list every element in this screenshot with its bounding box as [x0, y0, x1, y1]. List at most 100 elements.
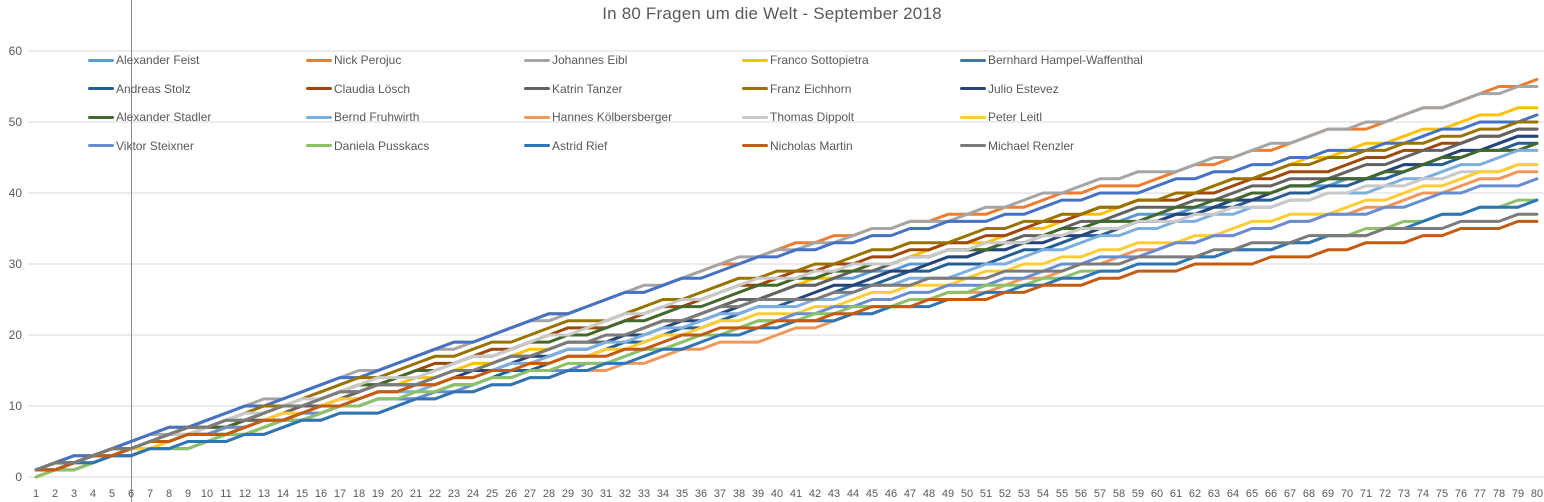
x-tick-label: 26: [505, 488, 517, 500]
legend-item-claudia-l-sch[interactable]: Claudia Lösch: [306, 75, 524, 104]
x-tick-label: 44: [847, 488, 859, 500]
x-tick-label: 64: [1227, 488, 1239, 500]
legend-item-franco-sottopietra[interactable]: Franco Sottopietra: [742, 46, 960, 75]
x-tick-label: 2: [52, 488, 58, 500]
legend-item-daniela-pusskacs[interactable]: Daniela Pusskacs: [306, 132, 524, 161]
x-tick-label: 8: [166, 488, 172, 500]
legend-swatch: [960, 87, 986, 91]
legend-swatch: [742, 58, 768, 62]
x-tick-label: 46: [885, 488, 897, 500]
legend-swatch: [960, 115, 986, 119]
y-tick-label: 40: [9, 186, 23, 200]
legend-swatch: [960, 58, 986, 62]
x-tick-label: 76: [1455, 488, 1467, 500]
x-tick-label: 77: [1474, 488, 1486, 500]
legend-item-alexander-stadler[interactable]: Alexander Stadler: [88, 103, 306, 132]
x-tick-label: 80: [1531, 488, 1543, 500]
x-tick-label: 7: [147, 488, 153, 500]
legend-item-franz-eichhorn[interactable]: Franz Eichhorn: [742, 75, 960, 104]
x-tick-label: 36: [695, 488, 707, 500]
x-tick-label: 9: [185, 488, 191, 500]
legend-swatch: [960, 144, 986, 148]
legend-swatch: [306, 87, 332, 91]
x-tick-label: 57: [1094, 488, 1106, 500]
legend-label: Viktor Steixner: [116, 138, 194, 153]
legend-label: Hannes Kölbersberger: [552, 110, 673, 125]
x-tick-label: 1: [33, 488, 39, 500]
legend-swatch: [306, 115, 332, 119]
legend-swatch: [306, 144, 332, 148]
x-tick-label: 11: [220, 488, 231, 500]
y-tick-label: 30: [9, 257, 23, 271]
legend-item-viktor-steixner[interactable]: Viktor Steixner: [88, 132, 306, 161]
x-tick-label: 51: [980, 488, 992, 500]
chart-title: In 80 Fragen um die Welt - September 201…: [602, 4, 942, 23]
legend-label: Claudia Lösch: [334, 81, 411, 96]
series-line-bernhard-hampel-waffenthal[interactable]: [34, 113, 1539, 472]
legend-label: Astrid Rief: [552, 138, 608, 153]
x-tick-label: 10: [201, 488, 213, 500]
legend-label: Daniela Pusskacs: [334, 138, 430, 153]
x-tick-label: 20: [391, 488, 403, 500]
x-tick-label: 25: [486, 488, 498, 500]
x-tick-label: 16: [315, 488, 327, 500]
x-tick-label: 48: [923, 488, 935, 500]
legend-swatch: [524, 144, 550, 148]
x-tick-label: 78: [1493, 488, 1505, 500]
legend-item-johannes-eibl[interactable]: Johannes Eibl: [524, 46, 742, 75]
legend-item-peter-leitl[interactable]: Peter Leitl: [960, 103, 1178, 132]
legend-label: Andreas Stolz: [116, 81, 191, 96]
legend-item-andreas-stolz[interactable]: Andreas Stolz: [88, 75, 306, 104]
x-tick-label: 66: [1265, 488, 1277, 500]
legend-swatch: [742, 115, 768, 119]
x-tick-label: 71: [1360, 488, 1372, 500]
x-tick-label: 50: [961, 488, 973, 500]
legend-label: Franco Sottopietra: [770, 53, 869, 68]
x-tick-label: 35: [676, 488, 688, 500]
legend-swatch: [742, 87, 768, 91]
x-tick-label: 79: [1512, 488, 1524, 500]
legend-item-nicholas-martin[interactable]: Nicholas Martin: [742, 132, 960, 161]
legend-label: Julio Estevez: [988, 81, 1059, 96]
y-tick-label: 10: [9, 399, 23, 413]
y-tick-label: 0: [15, 470, 22, 484]
x-tick-label: 17: [334, 488, 346, 500]
x-tick-label: 15: [296, 488, 308, 500]
x-tick-label: 21: [410, 488, 422, 500]
legend-swatch: [524, 58, 550, 62]
x-tick-label: 37: [714, 488, 726, 500]
series-line-nicholas-martin[interactable]: [34, 219, 1539, 472]
legend-item-bernd-fruhwirth[interactable]: Bernd Fruhwirth: [306, 103, 524, 132]
legend-label: Franz Eichhorn: [770, 81, 852, 96]
x-tick-label: 23: [448, 488, 460, 500]
legend-label: Thomas Dippolt: [770, 110, 855, 125]
legend-item-michael-renzler[interactable]: Michael Renzler: [960, 132, 1178, 161]
legend-swatch: [524, 87, 550, 91]
legend-item-astrid-rief[interactable]: Astrid Rief: [524, 132, 742, 161]
series-line-peter-leitl[interactable]: [34, 163, 1539, 479]
x-tick-label: 53: [1018, 488, 1030, 500]
x-tick-label: 75: [1436, 488, 1448, 500]
y-tick-label: 50: [9, 115, 23, 129]
legend-item-bernhard-hampel-waffenthal[interactable]: Bernhard Hampel-Waffenthal: [960, 46, 1178, 75]
x-tick-label: 43: [828, 488, 840, 500]
legend-item-thomas-dippolt[interactable]: Thomas Dippolt: [742, 103, 960, 132]
legend-item-hannes-k-lbersberger[interactable]: Hannes Kölbersberger: [524, 103, 742, 132]
x-tick-label: 55: [1056, 488, 1068, 500]
legend-item-alexander-feist[interactable]: Alexander Feist: [88, 46, 306, 75]
series-line-michael-renzler[interactable]: [34, 212, 1539, 472]
x-tick-label: 45: [866, 488, 878, 500]
legend-label: Peter Leitl: [988, 110, 1043, 125]
x-tick-label: 49: [942, 488, 954, 500]
legend-swatch: [88, 144, 114, 148]
legend-item-katrin-tanzer[interactable]: Katrin Tanzer: [524, 75, 742, 104]
legend: Alexander Feist Nick Perojuc Johannes Eibl…: [88, 46, 1178, 160]
x-tick-label: 4: [90, 488, 96, 500]
legend-item-nick-perojuc[interactable]: Nick Perojuc: [306, 46, 524, 75]
x-tick-label: 47: [904, 488, 916, 500]
x-tick-label: 28: [543, 488, 555, 500]
x-tick-label: 27: [524, 488, 536, 500]
legend-item-julio-estevez[interactable]: Julio Estevez: [960, 75, 1178, 104]
